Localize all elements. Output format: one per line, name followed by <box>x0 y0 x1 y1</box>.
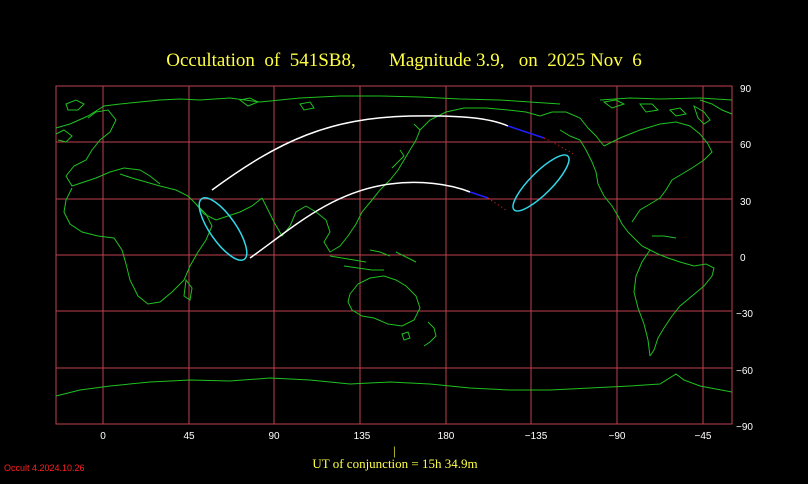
northern-path-daylight <box>507 125 545 139</box>
lat-label: 90 <box>740 84 752 95</box>
lat-label: −60 <box>736 366 753 377</box>
lat-label: 30 <box>740 197 752 208</box>
southern-path-daylight <box>469 191 489 199</box>
conjunction-marker: | <box>393 443 396 458</box>
eastern-ellipse <box>512 154 570 212</box>
occultation-paths <box>198 115 575 261</box>
latitude-labels: 90 60 30 0 −30 −60 −90 <box>736 84 753 433</box>
lon-label: 45 <box>183 431 195 442</box>
lon-label: −45 <box>695 431 712 442</box>
lon-label: 135 <box>354 431 371 442</box>
map-title: Occultation of 541SB8, Magnitude 3.9, on… <box>166 50 642 71</box>
western-ellipse <box>198 197 248 261</box>
version-label: Occult 4.2024.10.26 <box>4 463 85 473</box>
lat-label: 60 <box>740 140 752 151</box>
southern-path-limit <box>249 181 471 259</box>
lon-label: 90 <box>268 431 280 442</box>
lat-label: −30 <box>736 309 753 320</box>
lat-label: 0 <box>740 253 746 264</box>
coastlines <box>55 95 733 397</box>
southern-path-dotted <box>487 197 507 211</box>
lon-label: −135 <box>525 431 548 442</box>
conjunction-time: UT of conjunction = 15h 34.9m <box>312 456 478 471</box>
longitude-labels: 0 45 90 135 180 −135 −90 −45 <box>100 431 712 442</box>
lon-label: −90 <box>609 431 626 442</box>
latitude-gridlines <box>56 141 732 369</box>
northern-path-dotted <box>543 137 575 155</box>
lat-label: −90 <box>736 422 753 433</box>
lon-label: 180 <box>438 431 455 442</box>
lon-label: 0 <box>100 431 106 442</box>
northern-path-limit <box>211 115 509 191</box>
